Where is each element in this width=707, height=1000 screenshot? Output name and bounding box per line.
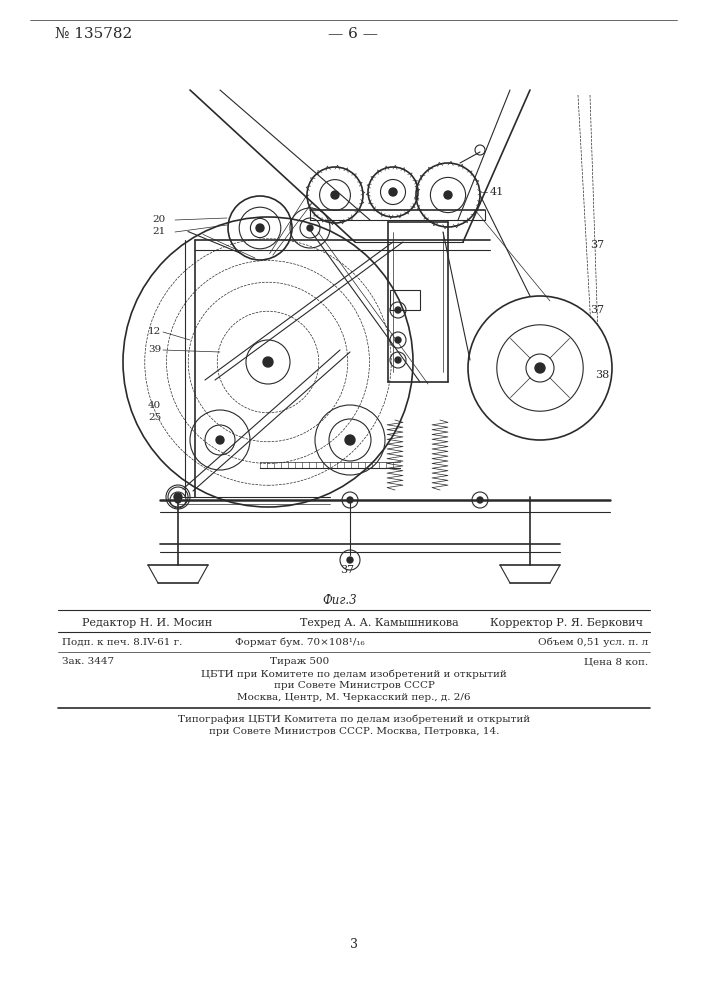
Text: Москва, Центр, М. Черкасский пер., д. 2/6: Москва, Центр, М. Черкасский пер., д. 2/… xyxy=(238,694,471,702)
Circle shape xyxy=(395,357,401,363)
Text: Подп. к печ. 8.IV-61 г.: Подп. к печ. 8.IV-61 г. xyxy=(62,638,182,647)
Circle shape xyxy=(477,497,483,503)
Text: 20: 20 xyxy=(152,216,165,225)
Text: при Совете Министров СССР. Москва, Петровка, 14.: при Совете Министров СССР. Москва, Петро… xyxy=(209,726,499,736)
Bar xyxy=(390,290,420,310)
Circle shape xyxy=(331,191,339,199)
Text: Типография ЦБТИ Комитета по делам изобретений и открытий: Типография ЦБТИ Комитета по делам изобре… xyxy=(178,714,530,724)
Text: № 135782: № 135782 xyxy=(55,27,132,41)
Circle shape xyxy=(174,493,182,501)
Circle shape xyxy=(395,337,401,343)
Text: 25: 25 xyxy=(148,412,161,422)
Text: 12: 12 xyxy=(148,328,161,336)
Text: 37: 37 xyxy=(590,240,604,250)
Circle shape xyxy=(347,497,353,503)
Text: Фиг.3: Фиг.3 xyxy=(322,593,357,606)
Text: Техред А. А. Камышникова: Техред А. А. Камышникова xyxy=(300,618,459,628)
Circle shape xyxy=(263,357,273,367)
Circle shape xyxy=(256,224,264,232)
Text: Зак. 3447: Зак. 3447 xyxy=(62,658,114,666)
Text: 41: 41 xyxy=(490,187,504,197)
Circle shape xyxy=(395,307,401,313)
Text: Редактор Н. И. Мосин: Редактор Н. И. Мосин xyxy=(82,618,212,628)
Text: при Совете Министров СССР: при Совете Министров СССР xyxy=(274,682,434,690)
Circle shape xyxy=(175,497,181,503)
Circle shape xyxy=(347,557,353,563)
Text: Объем 0,51 усл. п. л: Объем 0,51 усл. п. л xyxy=(538,637,648,647)
Circle shape xyxy=(307,225,313,231)
Circle shape xyxy=(444,191,452,199)
Text: 37: 37 xyxy=(340,565,354,575)
Text: 40: 40 xyxy=(148,400,161,410)
Circle shape xyxy=(389,188,397,196)
Text: 39: 39 xyxy=(148,346,161,355)
Text: 21: 21 xyxy=(152,228,165,236)
Circle shape xyxy=(216,436,224,444)
Circle shape xyxy=(345,435,355,445)
Text: ЦБТИ при Комитете по делам изобретений и открытий: ЦБТИ при Комитете по делам изобретений и… xyxy=(201,669,507,679)
Text: — 6 —: — 6 — xyxy=(328,27,378,41)
Text: 3: 3 xyxy=(350,938,358,952)
Text: 38: 38 xyxy=(595,370,609,380)
Text: Тираж 500: Тираж 500 xyxy=(270,658,329,666)
Text: 37: 37 xyxy=(590,305,604,315)
Text: Формат бум. 70×108¹/₁₆: Формат бум. 70×108¹/₁₆ xyxy=(235,637,365,647)
Circle shape xyxy=(535,363,545,373)
Text: Цена 8 коп.: Цена 8 коп. xyxy=(584,658,648,666)
Text: Корректор Р. Я. Беркович: Корректор Р. Я. Беркович xyxy=(490,618,643,628)
